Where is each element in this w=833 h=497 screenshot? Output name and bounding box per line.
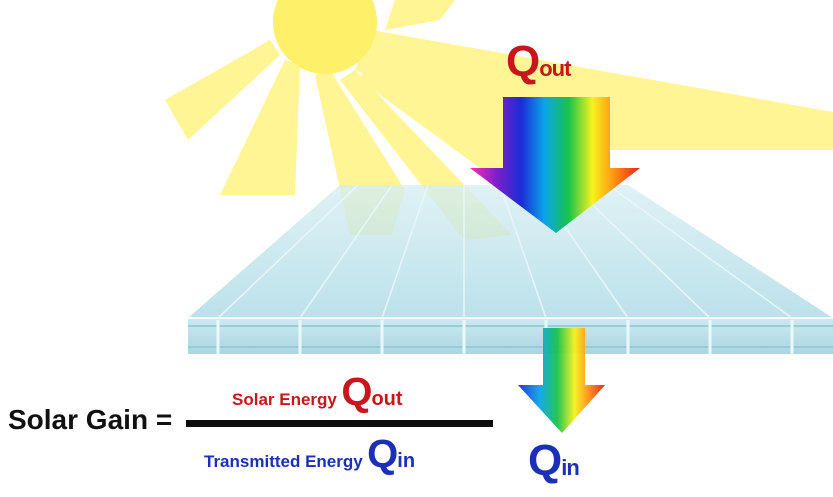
fraction-bar (186, 420, 493, 427)
numerator-q-symbol: Q (341, 370, 372, 414)
denominator-q-subscript: in (397, 450, 416, 472)
q-in-label: Qin (528, 436, 580, 485)
incoming-energy-arrow (470, 97, 640, 233)
numerator-q-subscript: out (371, 388, 403, 410)
denominator-q-symbol: Q (367, 432, 398, 476)
q-in-subscript: in (561, 455, 580, 480)
formula-numerator: Solar Energy Qout (232, 370, 403, 415)
q-in-symbol: Q (528, 436, 562, 485)
polycarbonate-panel (188, 184, 833, 356)
sun-icon (273, 0, 377, 74)
solar-gain-label: Solar Gain = (8, 404, 173, 435)
solar-energy-label: Solar Energy (232, 390, 337, 409)
sun-rays (165, 0, 833, 240)
q-out-subscript: out (539, 56, 571, 81)
q-out-label: Qout (506, 37, 571, 86)
transmitted-energy-label: Transmitted Energy (204, 452, 363, 471)
formula-denominator: Transmitted Energy Qin (204, 432, 415, 477)
transmitted-energy-arrow (518, 328, 605, 433)
q-out-symbol: Q (506, 37, 540, 86)
